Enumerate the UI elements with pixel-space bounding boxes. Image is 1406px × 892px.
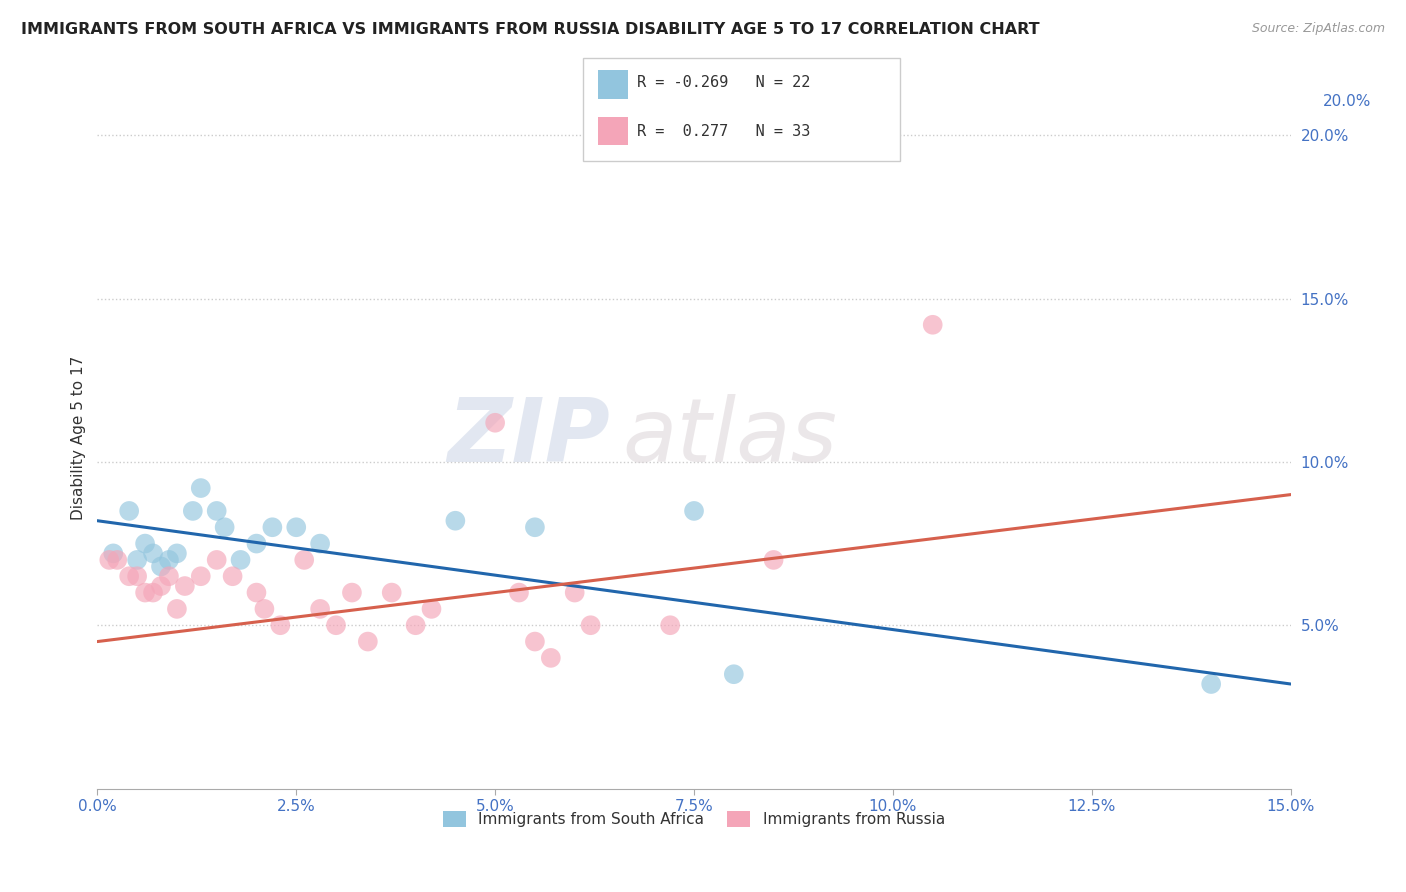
Point — [181, 504, 204, 518]
Point — [118, 504, 141, 518]
Point — [245, 585, 267, 599]
Point — [540, 651, 562, 665]
Point — [523, 520, 546, 534]
Point — [173, 579, 195, 593]
Point — [683, 504, 706, 518]
Point — [205, 553, 228, 567]
Point — [292, 553, 315, 567]
Point — [564, 585, 586, 599]
Point — [166, 546, 188, 560]
Legend: Immigrants from South Africa, Immigrants from Russia: Immigrants from South Africa, Immigrants… — [437, 805, 950, 833]
Point — [103, 546, 125, 560]
Point — [105, 553, 128, 567]
Point — [444, 514, 467, 528]
Point — [150, 579, 173, 593]
Point — [762, 553, 785, 567]
Point — [214, 520, 236, 534]
Point — [508, 585, 530, 599]
Text: 20.0%: 20.0% — [1323, 94, 1371, 109]
Point — [325, 618, 347, 632]
Point — [221, 569, 243, 583]
Point — [484, 416, 506, 430]
Point — [309, 536, 332, 550]
Point — [142, 546, 165, 560]
Point — [157, 569, 180, 583]
Point — [309, 602, 332, 616]
Point — [245, 536, 267, 550]
Point — [340, 585, 363, 599]
Point — [157, 553, 180, 567]
Point — [134, 585, 156, 599]
Point — [253, 602, 276, 616]
Point — [150, 559, 173, 574]
Point — [579, 618, 602, 632]
Y-axis label: Disability Age 5 to 17: Disability Age 5 to 17 — [72, 355, 86, 519]
Point — [229, 553, 252, 567]
Point — [269, 618, 291, 632]
Point — [190, 481, 212, 495]
Point — [142, 585, 165, 599]
Point — [118, 569, 141, 583]
Point — [1199, 677, 1222, 691]
Point — [357, 634, 380, 648]
Text: atlas: atlas — [623, 394, 838, 481]
Text: Source: ZipAtlas.com: Source: ZipAtlas.com — [1251, 22, 1385, 36]
Point — [262, 520, 284, 534]
Point — [405, 618, 427, 632]
Point — [285, 520, 308, 534]
Point — [127, 553, 149, 567]
Point — [127, 569, 149, 583]
Point — [723, 667, 745, 681]
Point — [420, 602, 443, 616]
Point — [166, 602, 188, 616]
Point — [190, 569, 212, 583]
Point — [921, 318, 943, 332]
Text: IMMIGRANTS FROM SOUTH AFRICA VS IMMIGRANTS FROM RUSSIA DISABILITY AGE 5 TO 17 CO: IMMIGRANTS FROM SOUTH AFRICA VS IMMIGRAN… — [21, 22, 1039, 37]
Point — [134, 536, 156, 550]
Point — [205, 504, 228, 518]
Text: ZIP: ZIP — [447, 394, 610, 481]
Text: R =  0.277   N = 33: R = 0.277 N = 33 — [637, 124, 810, 138]
Point — [381, 585, 404, 599]
Point — [659, 618, 682, 632]
Point — [98, 553, 121, 567]
Text: R = -0.269   N = 22: R = -0.269 N = 22 — [637, 76, 810, 90]
Point — [523, 634, 546, 648]
